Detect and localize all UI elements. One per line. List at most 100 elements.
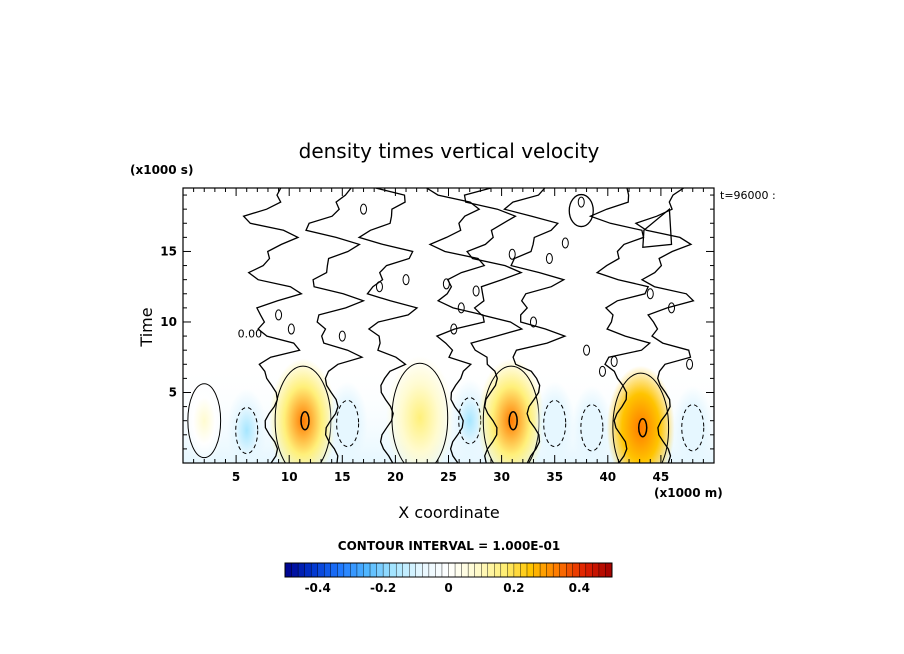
contour-line-dashed [543,399,567,448]
small-contour [287,323,295,335]
zero-contour [588,188,652,463]
colorbar-cell [513,562,521,578]
feature-blob [226,388,267,463]
small-contour [457,302,465,314]
small-contour [583,344,591,356]
colorbar-cell [520,562,528,578]
small-contour [442,278,450,290]
y-tick-label: 5 [169,385,177,399]
small-contour [472,285,480,297]
colorbar-cell [324,562,332,578]
plot-area [183,188,714,463]
small-contour [375,281,383,293]
x-tick-label: 35 [546,470,563,484]
small-contour [450,323,458,335]
colorbar-tick-label: 0.2 [503,581,524,595]
feature-blob [385,355,454,463]
colorbar-cell [467,562,476,578]
colorbar-cell [389,562,397,578]
colorbar-cell [435,562,443,578]
colorbar-cell [422,562,430,578]
contour-interval: CONTOUR INTERVAL = 1.000E-01 [338,539,560,553]
y-axis-label: Time [137,307,156,347]
contour-line-dashed [336,399,360,448]
colorbar-cell [402,562,410,578]
colorbar-cell [579,562,587,578]
x-tick-label: 5 [232,470,240,484]
contour-line [637,417,648,438]
colorbar-cell [448,562,456,578]
colorbar-cell [415,562,423,578]
contour-line-dashed [580,404,604,452]
colorbar-cell [330,562,338,578]
zero-contour [634,188,695,463]
x-tick-label: 20 [387,470,404,484]
contour-line [568,193,594,228]
contour-line [187,383,222,459]
zero-contour [305,188,366,463]
colorbar-tick-label: 0 [444,581,452,595]
colorbar-frame [284,562,613,578]
feature-blob [534,381,575,463]
zero-contour [426,188,486,463]
x-tick-label: 15 [334,470,351,484]
zero-contour [463,188,524,463]
feature-blob [477,358,546,463]
colorbar-cell [526,562,535,578]
colorbar-cell [507,562,515,578]
contour-line [300,410,310,431]
small-contour [338,330,346,342]
colorbar-cell [494,562,502,578]
colorbar-cell [461,562,469,578]
colorbar-cell [546,562,554,578]
feature-blob [672,385,713,463]
x-tick-label: 30 [493,470,510,484]
x-axis-label: X coordinate [398,503,499,522]
colorbar-cell [297,562,306,578]
colorbar-cell [539,562,548,578]
colorbar-cell [441,562,449,578]
feature-blob [571,385,612,463]
contour-line-dashed [235,406,259,455]
small-contour [686,358,694,370]
colorbar-cell [592,562,600,578]
colorbar-cell [409,562,417,578]
colorbar-cell [363,562,371,578]
x-tick-label: 40 [599,470,616,484]
contour-line [642,207,673,248]
small-contour [598,365,606,377]
colorbar-cell [291,562,299,578]
colorbar-cell [284,562,293,578]
feature-blob [269,358,337,463]
colorbar-cell [585,562,593,578]
colorbar-cell [559,562,567,578]
colorbar-cell [552,562,561,578]
colorbar-cell [428,562,436,578]
colorbar-cell [500,562,508,578]
contour-label: 0.00 [238,327,263,340]
colorbar-cell [566,562,574,578]
colorbar-cell [317,562,325,578]
colorbar-cell [533,562,541,578]
zero-contour [357,188,419,463]
colorbar-cell [310,562,319,578]
colorbar-tick-label: -0.4 [305,581,331,595]
small-contour [360,203,368,215]
colorbar-cell [343,562,351,578]
feature-blob [327,381,368,463]
colorbar-cell [487,562,495,578]
colorbar-cell [605,562,613,578]
colorbar-cell [454,562,463,578]
x-tick-label: 45 [653,470,670,484]
colorbar-tick-label: -0.2 [370,581,396,595]
small-contour [610,355,618,367]
y-tick-label: 10 [160,315,177,329]
small-contour [668,302,676,314]
small-contour [529,316,537,328]
colorbar-cell [337,562,345,578]
colorbar-cell [474,562,482,578]
zero-contour [242,188,303,463]
small-contour [646,288,654,300]
y-unit-label: (x1000 s) [130,163,193,177]
